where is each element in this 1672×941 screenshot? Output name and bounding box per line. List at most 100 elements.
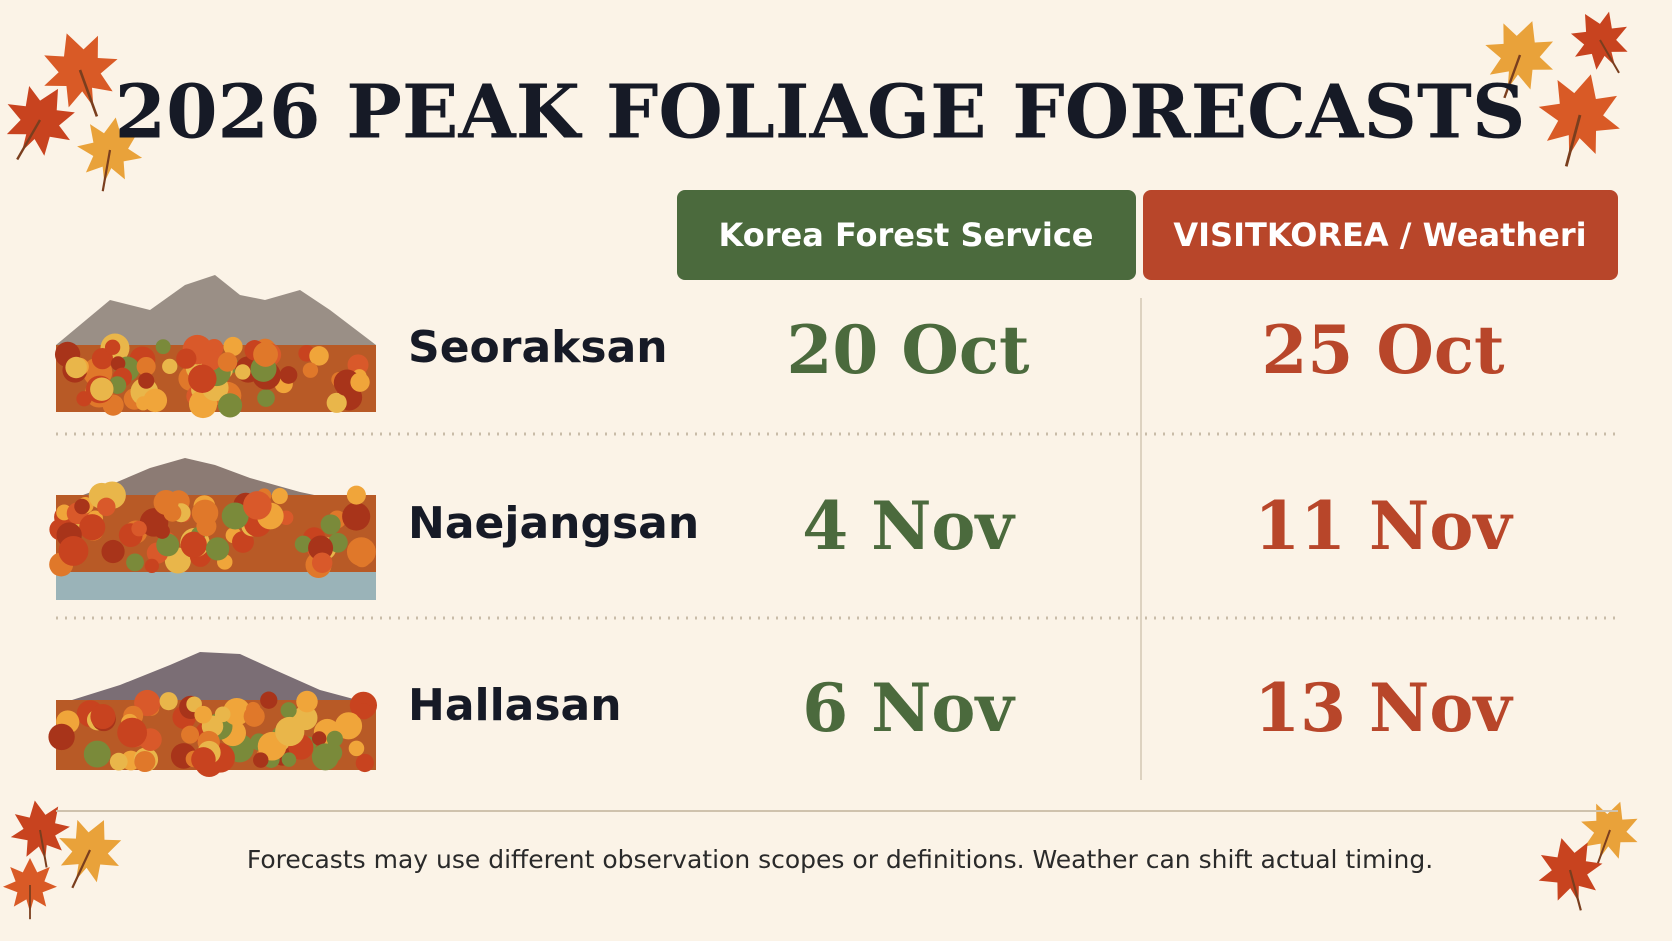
leaf-stem [1596,829,1611,867]
tree [221,502,249,530]
leaf-shape [6,86,75,156]
tree [279,366,298,384]
tree [246,701,261,717]
leaf-stem [1599,39,1620,74]
column-header: VISITKOREA / Weatheri [1173,216,1586,254]
forecast-date: 25 Oct [1262,311,1506,389]
leaf [1570,11,1628,74]
tree [275,716,305,747]
tree [205,537,230,561]
leaf-shape [1570,11,1628,70]
tree [136,356,156,377]
mountain-peak [56,275,376,345]
tree [334,712,363,740]
leaf-stem [78,69,99,117]
tree [90,704,116,730]
tree [65,356,87,379]
leaf [1538,838,1603,911]
tree [74,498,90,515]
tree [153,489,179,515]
tree [109,752,128,771]
mountain-peak [56,652,376,705]
tree [138,372,155,389]
tree [155,339,171,355]
tree [58,535,89,566]
tree [90,377,114,401]
leaf-stem [71,849,91,889]
tree [346,485,366,505]
tree [176,348,197,369]
tree [126,553,144,572]
tree [101,539,125,564]
tree [347,354,369,376]
tree [191,747,216,772]
tree [309,346,329,366]
tree [232,530,254,553]
tree [223,698,251,726]
tree [356,703,373,720]
column-header-bg [1143,190,1618,280]
tree [320,514,341,535]
tree [194,705,213,724]
tree [260,691,278,709]
tree [223,336,243,357]
column-header: Korea Forest Service [719,216,1094,254]
forecast-date: 6 Nov [802,669,1015,747]
leaf-stem [1568,869,1582,911]
tree [302,362,319,378]
leaf [44,33,118,117]
tree [217,393,243,418]
tree [91,348,114,370]
tree [217,352,238,372]
tree [83,740,111,768]
tree [296,690,318,713]
tree [280,702,297,719]
tree [348,740,365,757]
tree [134,750,156,773]
leaf [77,117,143,192]
mountain-name: Seoraksan [408,322,668,373]
forecast-date: 20 Oct [787,311,1031,389]
tree [350,372,370,392]
mountain-name: Naejangsan [408,498,699,549]
tree [243,491,272,520]
tree [253,752,269,768]
leaf [1485,21,1554,99]
leaf [1581,801,1638,867]
decorations [2,11,1638,920]
tree [131,520,147,537]
tree [196,516,217,537]
tree [353,549,371,568]
tree [281,752,297,767]
tree [311,731,327,746]
tree [188,364,217,393]
footnote: Forecasts may use different observation … [247,845,1433,874]
leaf-stem [1503,54,1522,99]
tree [97,497,116,517]
tree [271,487,288,505]
forecast-date: 11 Nov [1254,487,1513,565]
tree [110,356,126,371]
lake [56,570,376,600]
tree [181,725,200,744]
tree [154,523,170,539]
tree [355,753,374,773]
leaf-stem [101,149,112,192]
tree [144,558,159,574]
leaf [59,819,122,889]
tree [311,743,339,771]
leaf [10,800,70,868]
tree [257,389,275,407]
forecast-date: 13 Nov [1254,669,1513,747]
tree [342,502,371,531]
tree [326,392,347,413]
tree [311,552,333,573]
mountain-name: Hallasan [408,680,622,731]
tree [48,723,75,751]
leaf-stem [1564,114,1582,167]
leaf [2,858,57,920]
title: 2026 PEAK FOLIAGE FORECASTS [115,70,1526,156]
tree [294,535,312,553]
